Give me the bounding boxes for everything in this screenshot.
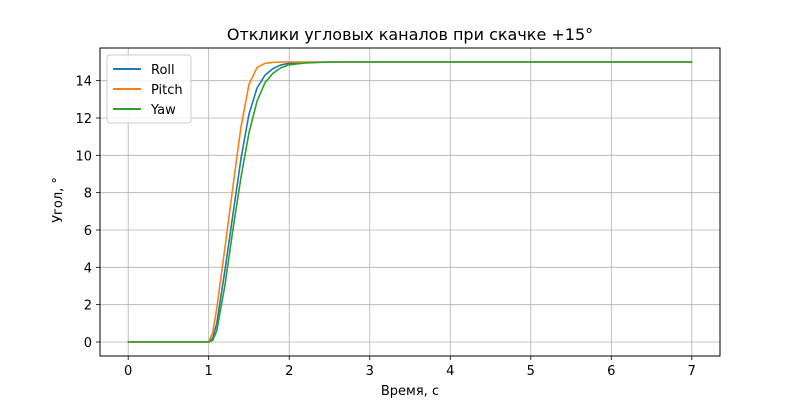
legend: Roll Pitch Yaw: [106, 54, 192, 124]
x-tick-label: 7: [688, 364, 696, 379]
x-tick-label: 0: [124, 364, 132, 379]
x-tick-label: 1: [205, 364, 213, 379]
x-tick-label: 2: [285, 364, 293, 379]
y-tick-label: 14: [75, 75, 92, 90]
y-tick-label: 0: [84, 336, 92, 351]
series-line-yaw: [127, 61, 693, 343]
legend-label-yaw: Yaw: [150, 103, 176, 118]
y-tick-label: 12: [75, 112, 92, 127]
chart-title: Отклики угловых каналов при скачке +15°: [227, 25, 593, 44]
x-tick-label: 4: [446, 364, 454, 379]
x-tick-label: 5: [527, 364, 535, 379]
legend-box: [106, 54, 192, 124]
y-tick-label: 10: [75, 149, 92, 164]
legend-label-pitch: Pitch: [151, 83, 183, 98]
y-tick-label: 6: [84, 224, 92, 239]
y-tick-label: 4: [84, 261, 92, 276]
plot-frame: [99, 47, 721, 357]
y-axis-label: Угол, °: [51, 177, 66, 223]
y-tick-label: 8: [84, 187, 92, 202]
legend-label-roll: Roll: [151, 63, 175, 78]
x-tick-label: 3: [366, 364, 374, 379]
x-axis-label: Время, с: [381, 384, 439, 399]
series-lines: [127, 61, 693, 343]
y-tick-label: 2: [84, 299, 92, 314]
x-tick-label: 6: [607, 364, 615, 379]
